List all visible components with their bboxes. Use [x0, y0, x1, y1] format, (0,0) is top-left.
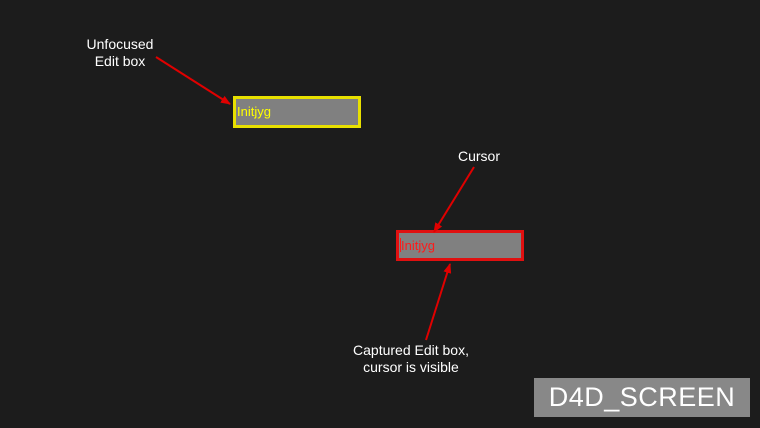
edit-box-text: Initjyg: [237, 104, 271, 119]
captured-editbox-annotation: Captured Edit box, cursor is visible: [340, 342, 482, 376]
annotation-line: Unfocused: [86, 36, 154, 52]
unfocused-edit-box[interactable]: Initjyg: [233, 96, 361, 128]
text-cursor: [400, 238, 401, 252]
unfocused-editbox-annotation: Unfocused Edit box: [72, 36, 168, 70]
cursor-arrow: [433, 166, 475, 233]
cursor-annotation: Cursor: [457, 148, 500, 164]
annotation-line: Captured Edit box,: [353, 342, 469, 358]
captured-edit-box[interactable]: Initjyg: [396, 230, 524, 261]
annotation-line: cursor is visible: [363, 359, 459, 375]
edit-box-text: Initjyg: [401, 238, 435, 253]
annotation-line: Edit box: [94, 53, 146, 69]
d4d-screen-label: D4D_SCREEN: [534, 378, 750, 417]
captured-arrow: [425, 263, 452, 341]
